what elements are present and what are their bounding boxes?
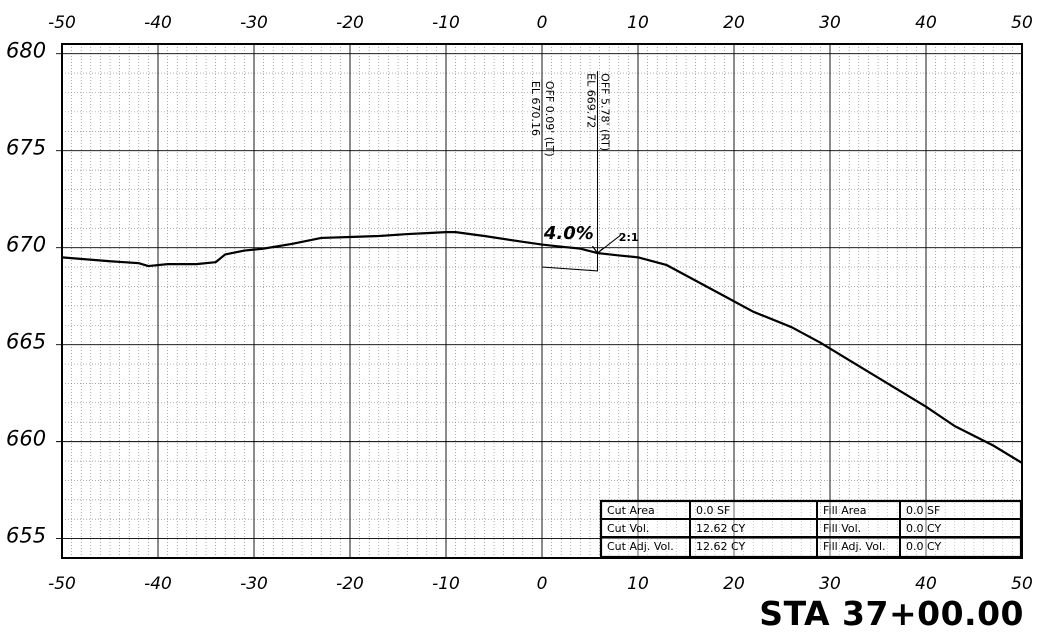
x-tick-label-bottom: -50	[48, 574, 76, 594]
offset-label: OFF 0.09' (LT)	[543, 81, 556, 157]
table-cell: Cut Area	[607, 504, 655, 517]
x-tick-label-top: 40	[915, 13, 937, 33]
y-tick-label: 680	[6, 39, 46, 63]
table-cell: 0.0 CY	[906, 522, 941, 535]
side-slope-label: 2:1	[619, 231, 639, 244]
table-cell: Cut Adj. Vol.	[607, 540, 674, 553]
y-tick-label: 665	[6, 330, 46, 354]
x-tick-label-bottom: 40	[915, 574, 937, 594]
x-tick-label-top: 50	[1011, 13, 1033, 33]
table-cell: 12.62 CY	[696, 540, 745, 553]
x-tick-label-top: 0	[537, 13, 548, 33]
proposed-template	[541, 244, 598, 272]
x-tick-label-bottom: -40	[144, 574, 172, 594]
x-tick-label-top: 10	[627, 13, 649, 33]
y-tick-label: 660	[6, 427, 46, 451]
y-tick-label: 670	[6, 233, 46, 257]
y-tick-label: 655	[6, 524, 46, 548]
x-tick-label-bottom: -30	[240, 574, 268, 594]
table-cell: Cut Vol.	[607, 522, 649, 535]
table-cell: Fill Area	[823, 504, 867, 517]
table-cell: Fill Adj. Vol.	[823, 540, 886, 553]
table-cell: 0.0 SF	[696, 504, 730, 517]
table-cell: 0.0 SF	[906, 504, 940, 517]
x-tick-label-top: 30	[819, 13, 841, 33]
x-tick-label-bottom: 0	[537, 574, 548, 594]
side-slope-leader	[597, 234, 622, 254]
elevation-label: EL 670.16	[529, 81, 542, 136]
existing-ground-line	[61, 231, 1023, 464]
quantities-table: Cut Area 0.0 SF Fill Area 0.0 SF Cut Vol. 12.…	[599, 499, 1023, 559]
table-cell: 12.62 CY	[696, 522, 745, 535]
x-tick-label-bottom: 20	[723, 574, 745, 594]
x-tick-label-top: -50	[48, 13, 76, 33]
table-cell: 0.0 CY	[906, 540, 941, 553]
x-tick-label-top: -30	[240, 13, 268, 33]
x-tick-label-bottom: -10	[432, 574, 460, 594]
slope-label: 4.0%	[543, 223, 594, 244]
x-tick-label-top: -20	[336, 13, 364, 33]
x-tick-label-top: 20	[723, 13, 745, 33]
y-tick-label: 675	[6, 136, 46, 160]
table-cell: Fill Vol.	[823, 522, 861, 535]
x-tick-label-bottom: -20	[336, 574, 364, 594]
elevation-label: EL 669.72	[584, 73, 597, 128]
plot-border	[61, 43, 1023, 559]
x-tick-label-bottom: 50	[1011, 574, 1033, 594]
x-tick-label-bottom: 10	[627, 574, 649, 594]
x-tick-label-top: -10	[432, 13, 460, 33]
x-tick-label-bottom: 30	[819, 574, 841, 594]
offset-label: OFF 5.78' (RT)	[598, 73, 611, 151]
station-label: STA 37+00.00	[759, 594, 1024, 633]
x-tick-label-top: -40	[144, 13, 172, 33]
